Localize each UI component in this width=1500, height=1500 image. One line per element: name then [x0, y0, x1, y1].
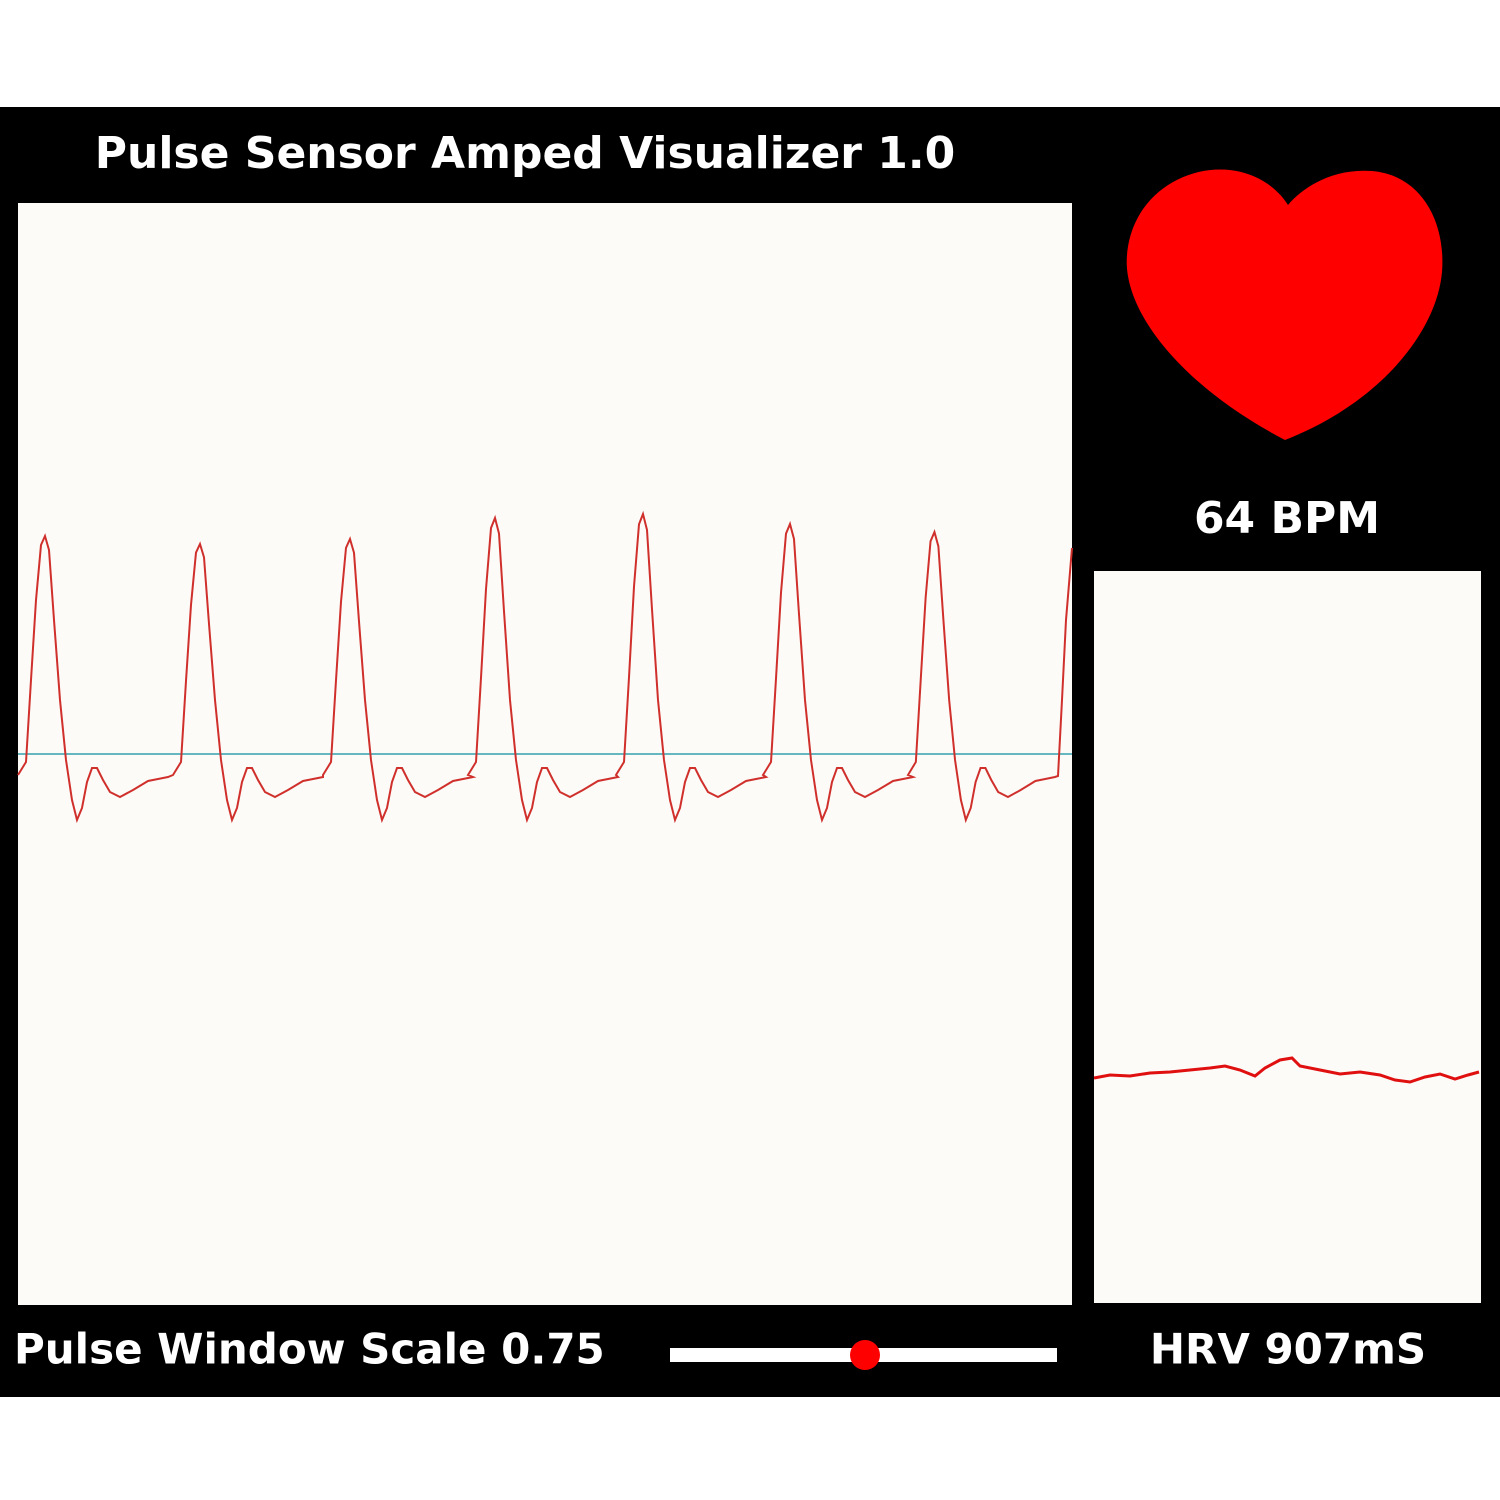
hrv-window [1094, 571, 1481, 1303]
hrv-readout: HRV 907mS [1150, 1325, 1426, 1374]
bpm-readout: 64 BPM [1194, 493, 1380, 544]
heart-icon [1126, 169, 1443, 440]
hrv-waveform [1093, 1056, 1480, 1084]
scale-label: Pulse Window Scale 0.75 [14, 1325, 605, 1374]
pulse-waveform [17, 510, 1073, 824]
scale-slider-handle[interactable] [850, 1340, 880, 1370]
app-title: Pulse Sensor Amped Visualizer 1.0 [95, 128, 956, 179]
